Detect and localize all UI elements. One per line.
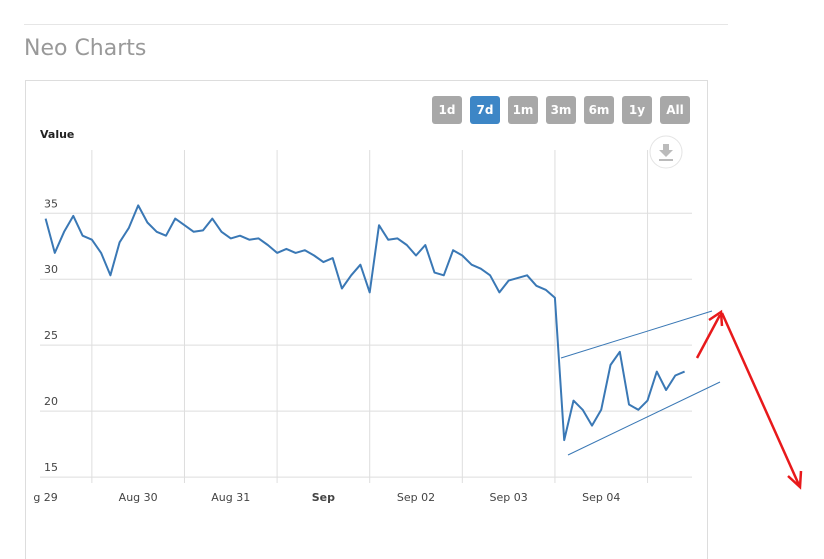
x-tick-label: Aug 30 bbox=[119, 491, 158, 504]
arrow bbox=[695, 309, 803, 490]
chart-panel bbox=[25, 80, 708, 559]
range-button[interactable]: 1d bbox=[432, 96, 462, 124]
range-button[interactable]: 1y bbox=[622, 96, 652, 124]
range-button[interactable]: 1m bbox=[508, 96, 538, 124]
y-tick-label: 20 bbox=[44, 395, 58, 408]
range-button[interactable]: 7d bbox=[470, 96, 500, 124]
range-button[interactable]: 6m bbox=[584, 96, 614, 124]
x-tick-label: g 29 bbox=[33, 491, 57, 504]
download-button[interactable] bbox=[649, 135, 683, 169]
plot-area bbox=[44, 204, 685, 442]
y-tick-label: 15 bbox=[44, 461, 58, 474]
series-line bbox=[44, 204, 685, 442]
y-tick-label: 25 bbox=[44, 329, 58, 342]
trend-line bbox=[560, 310, 713, 359]
page-title: Neo Charts bbox=[24, 36, 147, 61]
download-icon bbox=[663, 144, 669, 150]
range-button[interactable]: 3m bbox=[546, 96, 576, 124]
download-icon bbox=[659, 159, 673, 161]
y-tick-label: 30 bbox=[44, 263, 58, 276]
x-tick-label: Aug 31 bbox=[211, 491, 250, 504]
x-tick-label: Sep 02 bbox=[397, 491, 435, 504]
grid: 15 20 25 30 35 g 29 Aug 30 Aug 31 Sep Sep 02 Sep 0… bbox=[33, 150, 692, 504]
y-tick-label: 35 bbox=[44, 197, 58, 210]
x-tick-label: Sep 04 bbox=[582, 491, 620, 504]
x-tick-label: Sep 03 bbox=[490, 491, 528, 504]
divider bbox=[24, 24, 728, 25]
x-tick-label: Sep bbox=[312, 491, 335, 504]
range-button[interactable]: All bbox=[660, 96, 690, 124]
y-axis-title: Value bbox=[40, 128, 74, 141]
download-icon bbox=[659, 150, 673, 157]
trend-line bbox=[567, 381, 721, 456]
